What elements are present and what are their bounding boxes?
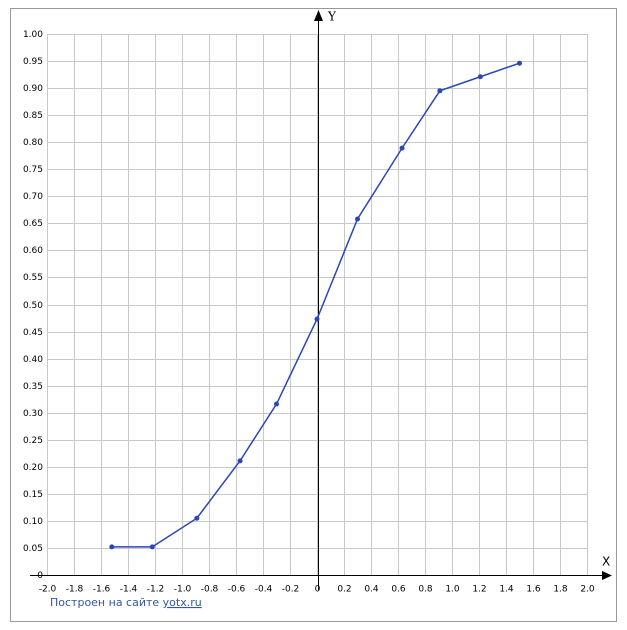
y-tick-label: 0.50: [23, 301, 43, 311]
x-tick-label: -0.6: [228, 585, 246, 595]
y-tick-label: 0.65: [23, 219, 43, 229]
x-tick-label: -1.6: [93, 585, 111, 595]
data-point: [399, 145, 405, 151]
y-tick-label: 0.05: [23, 544, 43, 554]
y-arrow: [314, 10, 323, 21]
y-tick-label: 1.00: [23, 30, 43, 40]
data-point: [437, 88, 443, 94]
y-tick-label: 0.90: [23, 84, 43, 94]
y-tick-label: 0: [37, 571, 43, 581]
y-tick-label: 0.95: [23, 57, 43, 67]
x-tick-label: 1.2: [472, 585, 486, 595]
data-point: [517, 60, 522, 66]
data-point: [355, 216, 360, 222]
x-arrow: [602, 571, 612, 580]
x-tick-label: 1.0: [445, 585, 460, 595]
x-tick-label: -1.2: [147, 585, 165, 595]
x-tick-label: 0.6: [391, 585, 406, 595]
x-tick-label: 2.0: [580, 585, 595, 595]
x-tick-label: 0.4: [364, 585, 379, 595]
data-point: [477, 74, 483, 80]
y-tick-label: 0.45: [23, 328, 43, 338]
data-point: [237, 458, 243, 464]
x-tick-label: 0.2: [337, 585, 351, 595]
x-tick-label: 1.4: [499, 585, 514, 595]
x-tick-label: 1.8: [553, 585, 568, 595]
data-point: [194, 515, 200, 521]
y-tick-label: 0.55: [23, 273, 43, 283]
footer-text: Построен на сайте: [50, 596, 159, 609]
x-tick-label: 0.8: [418, 585, 433, 595]
y-tick-label: 0.25: [23, 436, 43, 446]
y-tick-label: 0.40: [23, 355, 43, 365]
y-tick-label: 0.85: [23, 111, 43, 121]
x-tick-label: -0.4: [255, 585, 273, 595]
x-tick-label: -0.2: [282, 585, 300, 595]
y-tick-label: 0.35: [23, 382, 43, 392]
y-tick-label: 0.20: [23, 463, 43, 473]
y-tick-label: 0.70: [23, 192, 43, 202]
data-point: [314, 316, 320, 322]
x-axis-label: X: [602, 555, 610, 569]
x-tick-label: 0: [315, 585, 321, 595]
x-tick-label: -1.8: [66, 585, 84, 595]
y-tick-label: 0.80: [23, 138, 43, 148]
y-tick-label: 0.60: [23, 246, 43, 256]
footer: Построен на сайте yotx.ru: [50, 596, 202, 609]
x-tick-label: -1.0: [174, 585, 192, 595]
x-tick-label: -1.4: [120, 585, 138, 595]
x-tick-label: -0.8: [201, 585, 219, 595]
y-axis-label: Y: [327, 10, 337, 24]
y-tick-label: 0.15: [23, 490, 43, 500]
x-tick-label: 1.6: [526, 585, 541, 595]
y-tick-label: 0.30: [23, 409, 43, 419]
data-point: [149, 544, 155, 550]
frame: [10, 8, 617, 622]
footer-link[interactable]: yotx.ru: [163, 596, 202, 609]
y-tick-label: 0.10: [23, 517, 43, 527]
data-point: [274, 401, 279, 407]
y-tick-label: 0.75: [23, 165, 43, 175]
x-tick-label: -2.0: [39, 585, 57, 595]
data-point: [109, 544, 115, 550]
